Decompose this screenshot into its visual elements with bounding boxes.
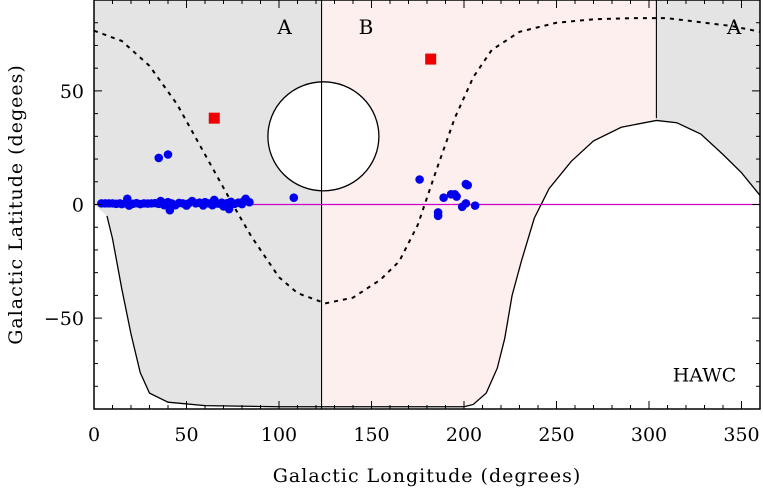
source-point: [463, 180, 473, 190]
exclusion-zone-outline: [106, 119, 761, 408]
source-point: [165, 205, 175, 215]
plot-frame: [93, 0, 761, 410]
data-markers: [97, 53, 480, 221]
region-label: B: [359, 15, 374, 39]
x-tick-label: 100: [261, 424, 297, 446]
y-axis-title: Galactic Latitude (degees): [5, 64, 27, 345]
source-point: [452, 192, 461, 201]
source-point: [123, 194, 132, 204]
region-label: A: [276, 15, 292, 39]
y-tick-label: −50: [44, 308, 84, 330]
source-point: [289, 193, 299, 202]
x-tick-label: 350: [723, 424, 759, 446]
x-axis-title: Galactic Longitude (degrees): [273, 465, 582, 487]
special-source-marker: [425, 53, 437, 65]
exclusion-regions: [94, 81, 761, 409]
x-tick-label: 250: [538, 424, 574, 446]
x-tick-label: 300: [631, 424, 667, 446]
source-point: [245, 197, 254, 207]
source-point: [154, 153, 164, 163]
x-tick-label: 0: [88, 424, 100, 446]
x-tick-label: 200: [446, 424, 482, 446]
source-point: [224, 204, 234, 214]
observatory-label: HAWC: [673, 365, 737, 387]
source-point: [415, 175, 424, 184]
y-tick-label: 0: [72, 195, 84, 217]
source-point: [163, 150, 173, 159]
x-tick-label: 50: [174, 424, 198, 446]
circular-exclusion-zone: [267, 81, 380, 192]
dashed-declination-curve: [93, 17, 761, 305]
source-point: [470, 201, 480, 210]
source-point: [439, 193, 448, 202]
exclusion-zone-fill: [94, 120, 760, 409]
x-tick-label: 150: [353, 424, 389, 446]
special-source-marker: [208, 112, 220, 124]
source-point: [461, 199, 471, 208]
chart-labels: HAWC Galactic Longitude (degrees) Galact…: [5, 15, 760, 487]
region-label: A: [726, 15, 742, 39]
source-point: [433, 211, 443, 221]
y-tick-label: 50: [60, 81, 84, 103]
